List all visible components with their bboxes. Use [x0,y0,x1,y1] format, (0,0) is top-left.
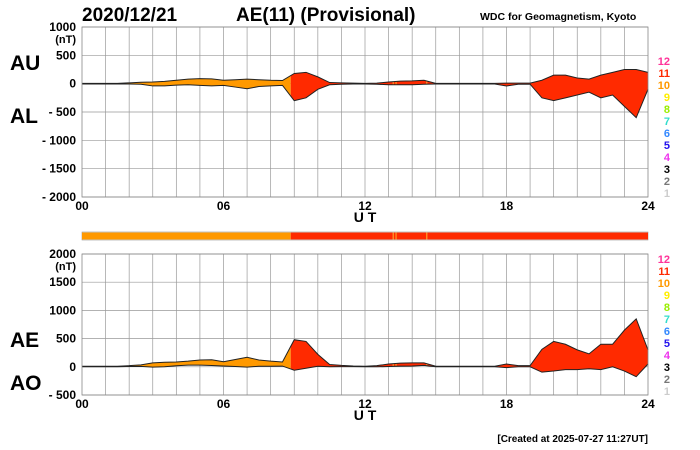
y-unit-label: (nT) [55,34,76,46]
ae-fill-segment [290,339,393,371]
au-fill-segment [82,75,291,97]
x-tick-label: 12 [358,199,372,213]
x-tick-label: 24 [641,397,655,411]
legend-level-12: 12 [658,254,670,266]
station-bar-segment-10 [395,232,397,240]
station-bar-segment-10 [426,232,428,240]
plot-frame [81,253,649,396]
ae-fill-segment [395,363,397,367]
y-tick-label: 500 [56,332,76,346]
x-tick-label: 06 [217,397,231,411]
al-line [82,83,649,119]
au-label: AU [10,52,40,75]
al-label: AL [10,105,38,128]
plot-frame [81,26,649,198]
y-tick-label: - 2000 [42,190,76,204]
legend-level-10: 10 [658,278,670,290]
ao-line [82,363,649,378]
y-unit-label: (nT) [55,261,76,273]
y-tick-label: - 500 [49,105,77,119]
created-label: [Created at 2025-07-27 11:27UT] [497,434,648,445]
legend-level-1: 1 [664,188,670,200]
legend-level-9: 9 [664,290,670,302]
ae-fill-segment [82,346,291,369]
ae-fill-segment [393,363,396,367]
legend-level-6: 6 [664,326,670,338]
legend-level-4: 4 [664,152,671,164]
au-fill-segment [426,80,428,85]
date-title: 2020/12/21 [82,5,178,26]
station-bar-segment-10 [82,232,291,240]
x-tick-label: 06 [217,199,231,213]
au-fill-segment [393,81,396,85]
ae-fill-segment [392,363,394,367]
ae-line [82,317,649,367]
legend-level-1: 1 [664,386,670,398]
au-fill-segment [395,81,397,85]
au-fill-segment [427,69,648,118]
y-tick-label: - 1000 [42,133,76,147]
y-tick-label: 1000 [49,303,76,317]
legend-level-2: 2 [664,374,670,386]
y-tick-label: 1000 [49,20,76,34]
ae-fill-segment [427,318,648,377]
legend-level-7: 7 [664,314,670,326]
legend-level-2: 2 [664,176,670,188]
legend-level-7: 7 [664,116,670,128]
source-label: WDC for Geomagnetism, Kyoto [480,11,636,23]
index-title: AE(11) (Provisional) [236,5,416,26]
x-axis-label: U T [354,209,377,225]
station-bar-segment-11 [396,232,427,240]
station-count-bar [81,231,649,241]
legend-level-6: 6 [664,128,670,140]
station-bar-segment-11 [427,232,648,240]
legend-level-9: 9 [664,92,670,104]
legend-level-5: 5 [664,338,670,350]
y-tick-label: 500 [56,48,76,62]
y-tick-label: - 500 [49,388,77,402]
ae-ao-plot: 2000 1500 1000 500 0 - 500 (nT) 00 06 12 18 24 U T AE… [10,247,655,423]
legend-level-5: 5 [664,140,670,152]
legend-level-12: 12 [658,56,670,68]
y-tick-label: 0 [69,77,76,91]
station-bar-segment-10 [392,232,394,240]
x-tick-label: 12 [358,397,372,411]
au-fill-segment [392,81,394,85]
y-tick-label: 1500 [49,275,76,289]
legend-level-4: 4 [664,350,671,362]
legend-level-3: 3 [664,362,670,374]
au-al-plot: 1000 500 0 - 500 - 1000 - 1500 - 2000 (nT) 00 06 1… [10,20,655,225]
ao-label: AO [10,372,42,395]
y-tick-label: 2000 [49,247,76,261]
ae-label: AE [10,329,39,352]
x-tick-label: 00 [75,199,89,213]
legend-level-8: 8 [664,302,670,314]
x-tick-label: 18 [500,199,514,213]
x-tick-label: 00 [75,397,89,411]
legend-level-10: 10 [658,80,670,92]
legend-level-11: 11 [658,266,670,278]
x-axis-label: U T [354,407,377,423]
x-tick-label: 24 [641,199,655,213]
legend-level-11: 11 [658,68,670,80]
y-tick-label: - 1500 [42,162,76,176]
x-tick-label: 18 [500,397,514,411]
au-fill-segment [290,72,393,101]
station-bar-segment-11 [393,232,396,240]
au-line [82,69,649,84]
station-bar-segment-11 [290,232,393,240]
legend-level-8: 8 [664,104,670,116]
y-tick-label: 0 [69,360,76,374]
legend-level-3: 3 [664,164,670,176]
